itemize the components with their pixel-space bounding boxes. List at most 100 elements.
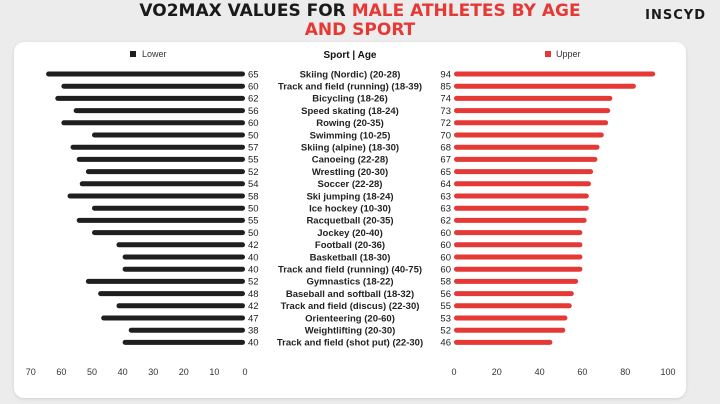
sport-label: Ski jumping (18-24): [306, 191, 393, 202]
upper-value-label: 60: [440, 228, 451, 239]
sport-label: Jockey (20-40): [317, 228, 382, 239]
right-axis-tick: 0: [451, 367, 456, 377]
upper-bar: [454, 315, 568, 321]
title-line2: AND SPORT: [304, 20, 416, 40]
lower-value-label: 56: [248, 106, 259, 117]
upper-bar: [454, 291, 574, 297]
upper-bar: [454, 193, 589, 199]
lower-value-label: 54: [248, 179, 259, 190]
lower-bar: [92, 230, 245, 236]
lower-value-label: 50: [248, 130, 259, 141]
sport-label: Canoeing (22-28): [312, 155, 389, 166]
left-axis-tick: 30: [148, 367, 158, 377]
upper-value-label: 85: [440, 82, 451, 93]
lower-bar: [92, 132, 245, 138]
brand-logo: INSCYD: [645, 8, 706, 23]
right-axis-tick: 60: [577, 367, 587, 377]
lower-value-label: 52: [248, 167, 259, 178]
lower-value-label: 48: [248, 289, 259, 300]
sport-label: Baseball and softball (18-32): [286, 289, 414, 300]
sport-label: Track and field (shot put) (22-30): [277, 338, 423, 349]
lower-bar: [76, 217, 245, 223]
sport-label: Weightlifting (20-30): [305, 326, 396, 337]
upper-value-label: 70: [440, 130, 451, 141]
upper-bar: [454, 71, 656, 77]
legend-label-lower: Lower: [142, 49, 167, 59]
lower-bar: [76, 156, 245, 162]
lower-value-label: 50: [248, 204, 259, 215]
upper-value-label: 56: [440, 289, 451, 300]
lower-value-label: 58: [248, 191, 259, 202]
upper-bar: [454, 108, 611, 114]
lower-bar: [116, 303, 245, 309]
upper-bar: [454, 95, 613, 101]
sport-label: Orienteering (20-60): [305, 313, 395, 324]
lower-bar: [116, 242, 245, 248]
lower-bar: [61, 120, 246, 126]
lower-bar: [55, 95, 245, 101]
left-axis-tick: 50: [87, 367, 97, 377]
upper-bar: [454, 230, 583, 236]
sport-label: Skiing (Nordic) (20-28): [300, 69, 401, 80]
lower-bar: [46, 71, 245, 77]
sport-label: Soccer (22-28): [318, 179, 383, 190]
lower-value-label: 40: [248, 252, 259, 263]
right-axis-tick: 40: [535, 367, 545, 377]
upper-value-label: 58: [440, 277, 451, 288]
lower-bar: [98, 291, 246, 297]
legend-swatch-lower: [130, 51, 136, 57]
upper-value-label: 94: [440, 69, 451, 80]
upper-value-label: 53: [440, 313, 451, 324]
lower-value-label: 40: [248, 338, 259, 349]
lower-bar: [61, 83, 246, 89]
lower-bar: [85, 169, 245, 175]
lower-bar: [92, 205, 245, 211]
sport-label: Track and field (running) (40-75): [278, 265, 422, 276]
upper-bar: [454, 83, 636, 89]
lower-value-label: 55: [248, 216, 259, 227]
legend-swatch-upper: [545, 51, 551, 57]
upper-bar: [454, 303, 572, 309]
right-axis-tick: 80: [620, 367, 630, 377]
sport-label: Basketball (18-30): [310, 252, 391, 263]
upper-value-label: 60: [440, 252, 451, 263]
upper-value-label: 68: [440, 143, 451, 154]
lower-value-label: 62: [248, 94, 259, 105]
category-header: Sport | Age: [324, 50, 377, 61]
lower-value-label: 65: [248, 69, 259, 80]
sport-label: Wrestling (20-30): [312, 167, 388, 178]
sport-label: Bicycling (18-26): [312, 94, 388, 105]
upper-bar: [454, 266, 583, 272]
right-axis-tick: 20: [492, 367, 502, 377]
upper-value-label: 64: [440, 179, 451, 190]
upper-value-label: 46: [440, 338, 451, 349]
sport-label: Football (20-36): [315, 240, 385, 251]
title-part1: VO2MAX VALUES FOR: [139, 1, 352, 21]
lower-value-label: 42: [248, 301, 259, 312]
lower-value-label: 47: [248, 313, 259, 324]
upper-value-label: 55: [440, 301, 451, 312]
upper-value-label: 72: [440, 118, 451, 129]
left-axis-tick: 60: [56, 367, 66, 377]
upper-bar: [454, 217, 587, 223]
lower-bar: [122, 266, 245, 272]
upper-bar: [454, 169, 594, 175]
chart-title: VO2MAX VALUES FOR MALE ATHLETES BY AGE A…: [0, 2, 720, 40]
left-axis-tick: 70: [26, 367, 36, 377]
upper-value-label: 73: [440, 106, 451, 117]
lower-value-label: 38: [248, 326, 259, 337]
upper-bar: [454, 327, 566, 333]
lower-bar: [70, 144, 245, 150]
lower-value-label: 57: [248, 143, 259, 154]
upper-value-label: 67: [440, 155, 451, 166]
upper-value-label: 63: [440, 204, 451, 215]
sport-label: Rowing (20-35): [316, 118, 384, 129]
upper-bar: [454, 144, 600, 150]
upper-bar: [454, 132, 604, 138]
lower-bar: [73, 108, 245, 114]
upper-bar: [454, 339, 553, 345]
left-axis-tick: 10: [209, 367, 219, 377]
lower-value-label: 52: [248, 277, 259, 288]
left-axis-tick: 40: [118, 367, 128, 377]
